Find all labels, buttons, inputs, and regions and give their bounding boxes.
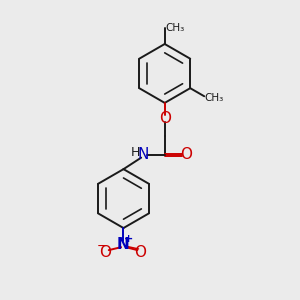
Text: −: − (97, 240, 107, 253)
Text: O: O (159, 111, 171, 126)
Text: CH₃: CH₃ (165, 23, 184, 33)
Text: CH₃: CH₃ (205, 93, 224, 103)
Text: N: N (117, 237, 130, 252)
Text: O: O (99, 245, 111, 260)
Text: +: + (124, 234, 134, 244)
Text: O: O (134, 245, 146, 260)
Text: H: H (130, 146, 140, 159)
Text: N: N (138, 147, 149, 162)
Text: O: O (180, 147, 192, 162)
